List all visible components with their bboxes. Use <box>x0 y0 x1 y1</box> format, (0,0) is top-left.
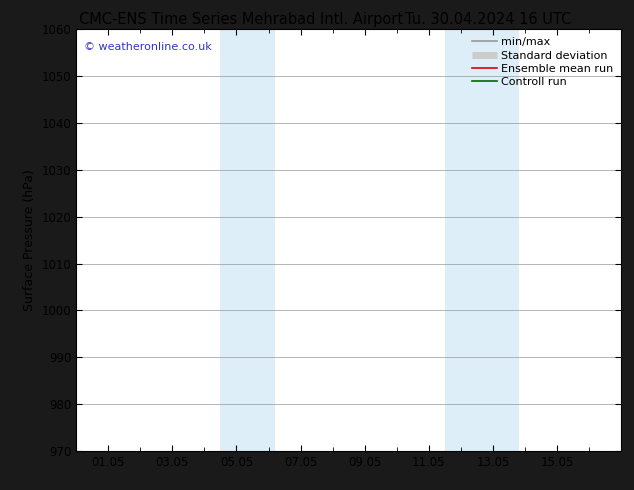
Text: © weatheronline.co.uk: © weatheronline.co.uk <box>84 42 212 52</box>
Text: CMC-ENS Time Series Mehrabad Intl. Airport: CMC-ENS Time Series Mehrabad Intl. Airpo… <box>79 12 403 27</box>
Bar <box>445 29 519 451</box>
Legend: min/max, Standard deviation, Ensemble mean run, Controll run: min/max, Standard deviation, Ensemble me… <box>468 33 618 92</box>
Bar <box>221 29 275 451</box>
Y-axis label: Surface Pressure (hPa): Surface Pressure (hPa) <box>23 169 36 311</box>
Text: Tu. 30.04.2024 16 UTC: Tu. 30.04.2024 16 UTC <box>405 12 571 27</box>
